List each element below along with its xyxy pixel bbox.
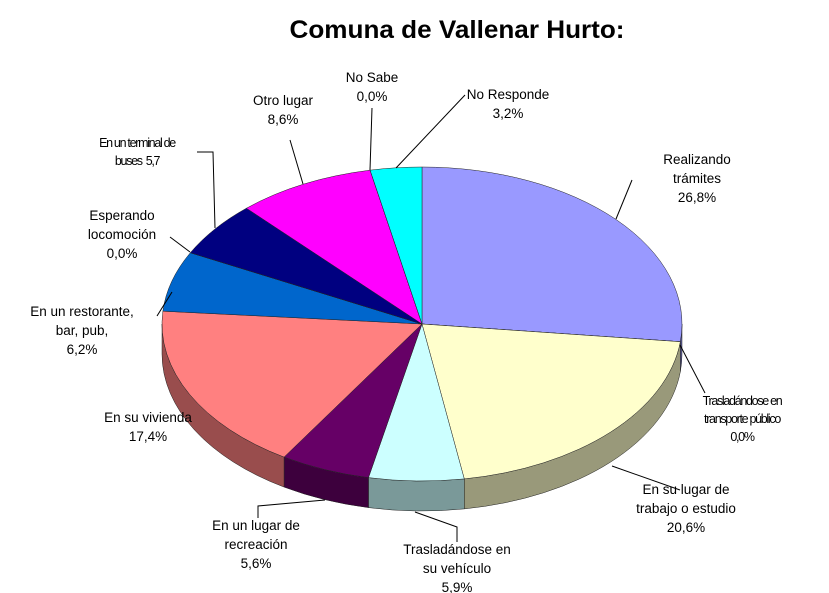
leader-line — [257, 499, 326, 518]
data-label: Trasladándose en su vehículo 5,9% — [403, 540, 511, 593]
leader-line — [414, 511, 458, 542]
slice-side — [368, 477, 465, 512]
leader-line — [679, 344, 706, 394]
category-label: En un terminal de buses — [99, 136, 176, 168]
data-label: En un lugar de recreación 5,6% — [212, 516, 300, 573]
category-label: Trasladándose en transporte público — [702, 394, 783, 426]
leader-line — [156, 291, 173, 317]
category-label: Esperando locomoción — [87, 208, 157, 242]
data-label: Trasladándose en transporte público 0,0% — [702, 392, 783, 446]
value-label: 0,0% — [356, 89, 388, 104]
category-label: En un restorante, bar, pub, — [30, 304, 134, 338]
leader-line — [615, 179, 633, 220]
category-label: No Responde — [466, 87, 550, 102]
data-label: Otro lugar 8,6% — [253, 91, 313, 129]
leader-line — [169, 236, 191, 253]
value-label: 8,6% — [267, 112, 299, 127]
category-label: En su vivienda — [104, 410, 192, 425]
value-label: 26,8% — [677, 190, 717, 205]
leader-line — [369, 107, 373, 171]
category-label: Trasladándose en su vehículo — [403, 542, 511, 576]
value-label: 0,0% — [730, 430, 755, 444]
data-label: No Sabe 0,0% — [346, 68, 399, 106]
leader-line — [197, 151, 216, 229]
leader-line — [395, 94, 466, 169]
leader-line — [611, 465, 681, 491]
value-label: 5,9% — [441, 580, 473, 593]
category-label: Realizando trámites — [663, 152, 731, 186]
data-label: En su vivienda 17,4% — [104, 408, 192, 446]
value-label: 20,6% — [666, 520, 706, 535]
chart-title: Comuna de Vallenar Hurto: — [290, 16, 625, 44]
data-label: En su lugar de trabajo o estudio 20,6% — [636, 480, 736, 537]
value-label: 5,7 — [145, 154, 161, 168]
value-label: 17,4% — [128, 429, 168, 444]
slice — [421, 166, 683, 342]
value-label: 0,0% — [106, 246, 138, 261]
value-label: 3,2% — [492, 106, 524, 121]
data-label: En un terminal de buses 5,7 — [99, 134, 176, 170]
leader-line — [289, 139, 304, 185]
category-label: Otro lugar — [252, 93, 314, 108]
category-label: En su lugar de trabajo o estudio — [636, 482, 736, 516]
category-label: No Sabe — [345, 70, 399, 85]
data-label: Realizando trámites 26,8% — [663, 150, 731, 207]
data-label: En un restorante, bar, pub, 6,2% — [30, 302, 134, 359]
slice — [161, 310, 423, 458]
category-label: En un lugar de recreación — [212, 518, 300, 552]
slice — [245, 169, 423, 325]
data-label: Esperando locomoción 0,0% — [88, 206, 156, 263]
value-label: 5,6% — [240, 556, 272, 571]
slice-tops — [161, 166, 683, 482]
slice — [421, 323, 681, 480]
value-label: 6,2% — [66, 342, 98, 357]
data-label: No Responde 3,2% — [467, 85, 550, 123]
